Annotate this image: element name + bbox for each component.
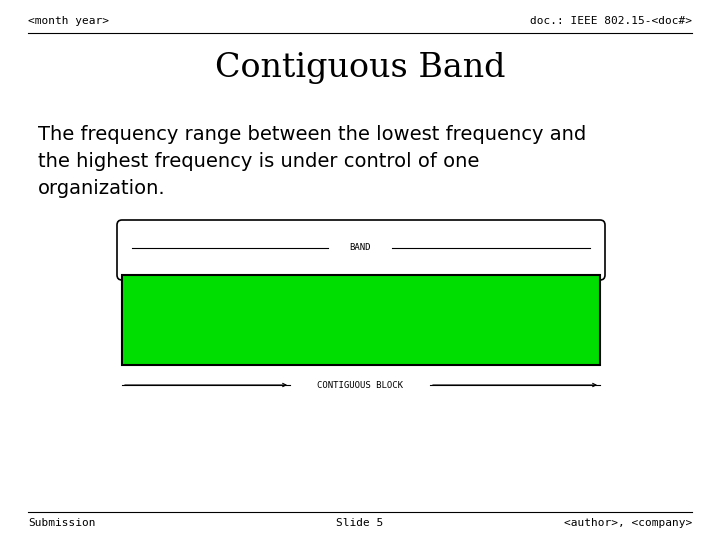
- Text: Slide 5: Slide 5: [336, 518, 384, 528]
- Text: doc.: IEEE 802.15-<doc#>: doc.: IEEE 802.15-<doc#>: [530, 16, 692, 26]
- Text: <author>, <company>: <author>, <company>: [564, 518, 692, 528]
- Text: <month year>: <month year>: [28, 16, 109, 26]
- Text: Submission: Submission: [28, 518, 96, 528]
- FancyBboxPatch shape: [117, 220, 605, 280]
- Text: Contiguous Band: Contiguous Band: [215, 52, 505, 84]
- Text: BAND: BAND: [349, 244, 371, 253]
- Text: CONTIGUOUS BLOCK: CONTIGUOUS BLOCK: [317, 381, 403, 389]
- Text: The frequency range between the lowest frequency and
the highest frequency is un: The frequency range between the lowest f…: [38, 125, 586, 199]
- Bar: [122, 275, 600, 365]
